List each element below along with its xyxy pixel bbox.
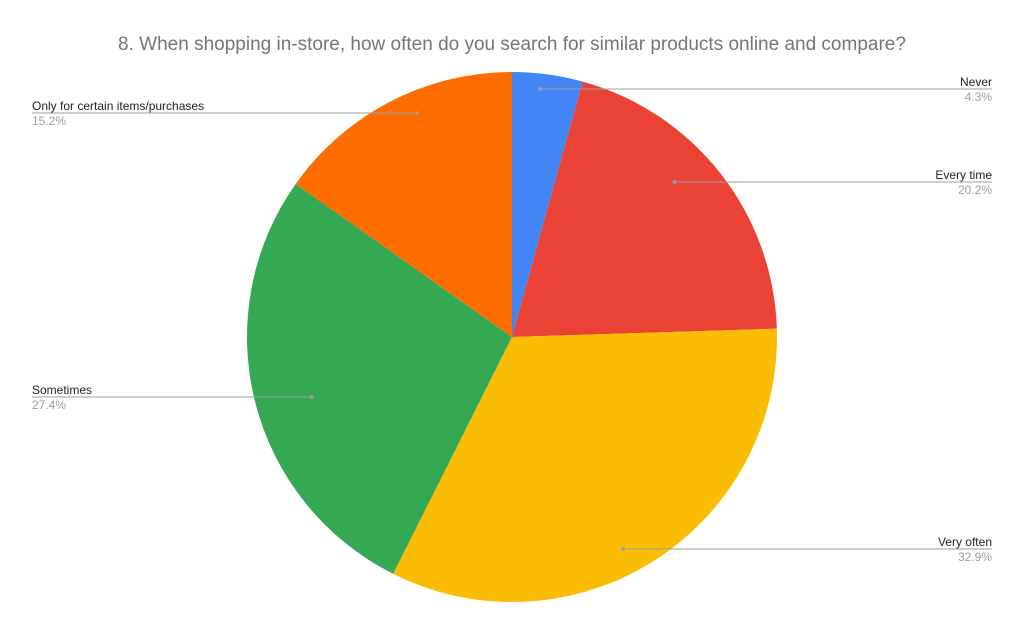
pie-slice-every-time	[512, 81, 777, 338]
slice-label-only-for-certain-items-purchases: Only for certain items/purchases	[32, 99, 204, 113]
slice-percent-sometimes: 27.4%	[32, 398, 66, 412]
slice-label-every-time: Every time	[935, 168, 992, 182]
slice-label-very-often: Very often	[938, 535, 992, 549]
slice-percent-every-time: 20.2%	[958, 183, 992, 197]
slice-percent-only-for-certain-items-purchases: 15.2%	[32, 114, 66, 128]
pie-slice-never	[512, 72, 583, 337]
pie-slice-very-often	[393, 328, 777, 603]
slice-label-sometimes: Sometimes	[32, 383, 92, 397]
slice-percent-never: 4.3%	[965, 90, 993, 104]
pie-slice-sometimes	[246, 183, 512, 574]
slice-percent-very-often: 32.9%	[958, 550, 992, 564]
chart-title: 8. When shopping in-store, how often do …	[118, 34, 906, 55]
pie-slice-only-for-certain-items-purchases	[295, 72, 512, 337]
slice-label-never: Never	[960, 75, 992, 89]
pie-slices	[246, 72, 777, 603]
